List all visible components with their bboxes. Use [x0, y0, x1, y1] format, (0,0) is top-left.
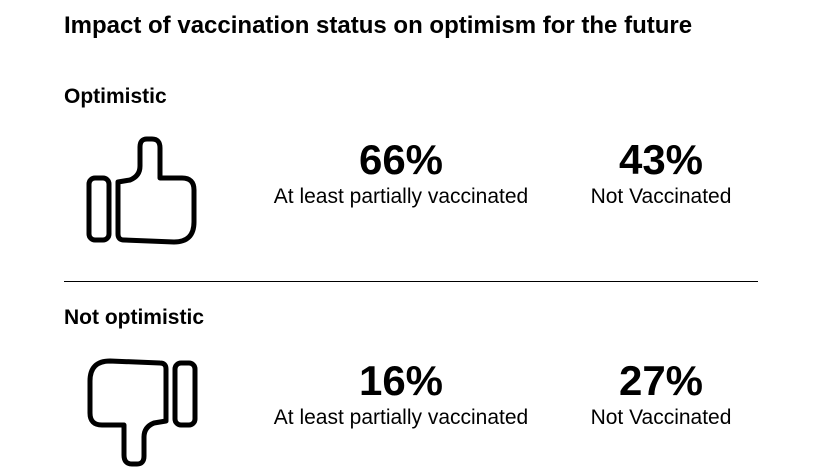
stat-not-optimistic-not-vaccinated: 27% Not Vaccinated [575, 359, 747, 431]
stat-label: Not Vaccinated [590, 406, 732, 429]
stat-label: Not Vaccinated [590, 185, 732, 208]
stat-optimistic-not-vaccinated: 43% Not Vaccinated [575, 138, 747, 210]
stat-label: At least partially vaccinated [273, 185, 529, 208]
stat-value: 43% [618, 136, 704, 183]
section-label-optimistic: Optimistic [64, 85, 167, 108]
stat-not-optimistic-vaccinated: 16% At least partially vaccinated [250, 359, 552, 431]
stat-optimistic-vaccinated: 66% At least partially vaccinated [250, 138, 552, 210]
section-divider [64, 281, 758, 282]
stat-value: 27% [618, 357, 704, 404]
stat-value: 16% [358, 357, 444, 404]
chart-title: Impact of vaccination status on optimism… [64, 12, 693, 39]
stat-label: At least partially vaccinated [273, 406, 529, 429]
stat-value: 66% [358, 136, 444, 183]
thumbs-down-icon [87, 358, 198, 467]
thumbs-up-icon [86, 136, 197, 245]
section-label-not-optimistic: Not optimistic [64, 306, 204, 329]
